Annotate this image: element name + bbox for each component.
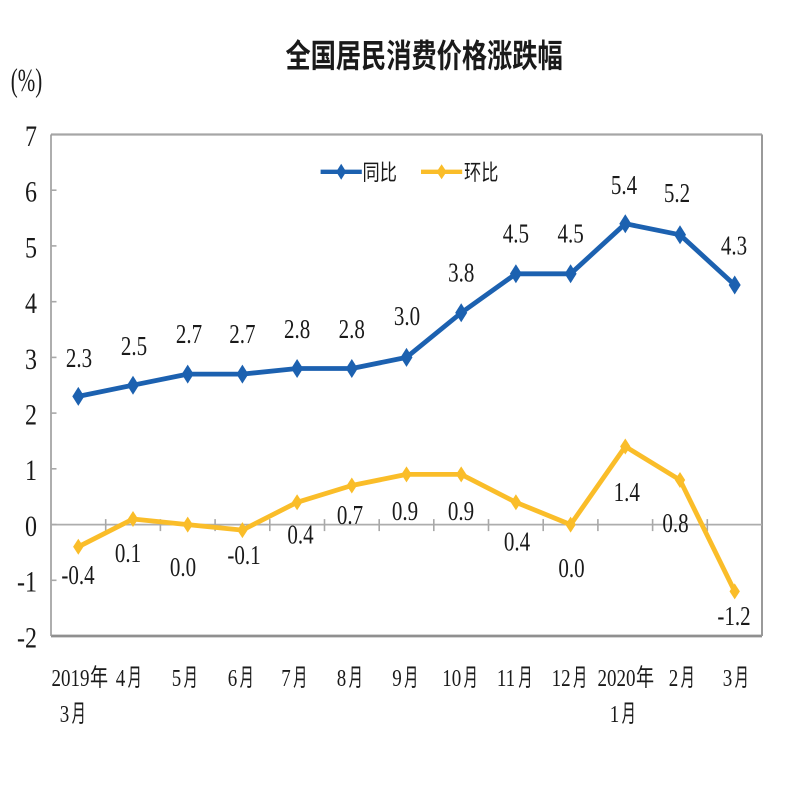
- svg-text:5: 5: [172, 664, 181, 692]
- svg-text:0.0: 0.0: [558, 553, 584, 583]
- svg-text:2.7: 2.7: [176, 319, 202, 349]
- svg-text:0.4: 0.4: [287, 520, 313, 550]
- svg-text:-0.4: -0.4: [61, 560, 94, 590]
- svg-text:5: 5: [25, 231, 37, 264]
- svg-text:10: 10: [442, 664, 461, 692]
- svg-text:4.5: 4.5: [503, 219, 529, 249]
- svg-text:7: 7: [25, 119, 37, 152]
- svg-text:9: 9: [392, 664, 401, 692]
- svg-text:1: 1: [25, 454, 37, 487]
- svg-text:1: 1: [610, 700, 619, 728]
- svg-text:7: 7: [281, 664, 290, 692]
- svg-text:2020: 2020: [598, 664, 636, 692]
- svg-text:0.1: 0.1: [115, 538, 141, 568]
- svg-text:0.0: 0.0: [170, 552, 196, 582]
- svg-text:0.7: 0.7: [337, 500, 363, 530]
- svg-text:6: 6: [25, 175, 37, 208]
- svg-text:3: 3: [60, 700, 69, 728]
- svg-text:4: 4: [116, 664, 125, 692]
- svg-text:-2: -2: [17, 621, 37, 654]
- svg-text:3: 3: [25, 342, 37, 375]
- svg-text:8: 8: [337, 664, 346, 692]
- svg-text:12: 12: [552, 664, 571, 692]
- svg-text:2.8: 2.8: [339, 314, 365, 344]
- svg-text:2019: 2019: [52, 664, 90, 692]
- svg-text:1.4: 1.4: [614, 477, 640, 507]
- svg-text:2.8: 2.8: [284, 314, 310, 344]
- svg-text:2.3: 2.3: [66, 343, 92, 373]
- svg-text:5.4: 5.4: [611, 170, 637, 200]
- svg-text:4.5: 4.5: [557, 219, 583, 249]
- svg-text:0.4: 0.4: [504, 527, 530, 557]
- svg-text:2: 2: [25, 398, 37, 431]
- svg-text:-1: -1: [17, 565, 37, 598]
- svg-text:3.0: 3.0: [394, 301, 420, 331]
- svg-text:4: 4: [25, 287, 37, 320]
- svg-text:4.3: 4.3: [721, 231, 747, 261]
- svg-text:2.5: 2.5: [121, 331, 147, 361]
- svg-text:0: 0: [25, 509, 37, 542]
- svg-text:-0.1: -0.1: [227, 540, 260, 570]
- svg-text:0.9: 0.9: [448, 496, 474, 526]
- svg-text:2: 2: [669, 664, 678, 692]
- svg-text:11: 11: [497, 664, 515, 692]
- svg-text:3: 3: [723, 664, 732, 692]
- svg-text:3.8: 3.8: [448, 258, 474, 288]
- svg-text:2.7: 2.7: [229, 319, 255, 349]
- svg-text:(%): (%): [11, 62, 42, 98]
- svg-text:0.8: 0.8: [662, 508, 688, 538]
- svg-text:6: 6: [228, 664, 237, 692]
- svg-text:5.2: 5.2: [664, 178, 690, 208]
- svg-text:-1.2: -1.2: [717, 601, 750, 631]
- svg-text:0.9: 0.9: [392, 496, 418, 526]
